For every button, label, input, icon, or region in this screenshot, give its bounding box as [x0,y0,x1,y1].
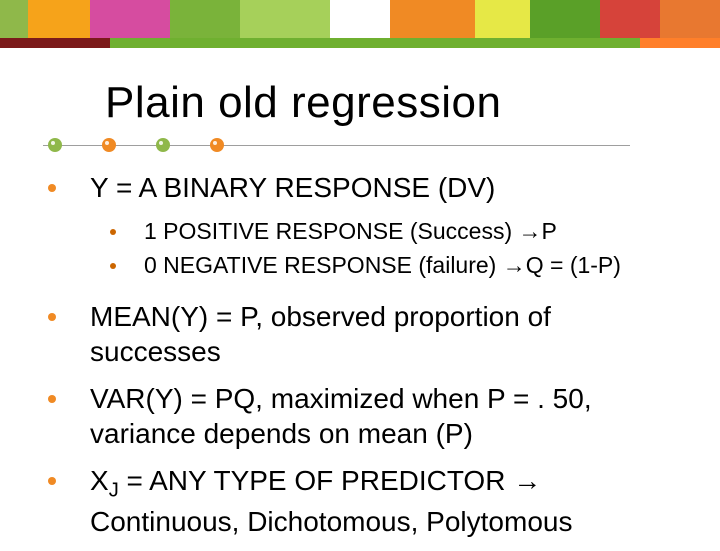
bullet-text: Y = A BINARY RESPONSE (DV) [90,170,495,205]
bullet-level2: 0 NEGATIVE RESPONSE (failure) →Q = (1-P) [40,251,680,281]
banner-seg [170,0,240,38]
slide-body: Y = A BINARY RESPONSE (DV) 1 POSITIVE RE… [40,170,680,551]
banner-seg [600,0,660,38]
bullet-level2: 1 POSITIVE RESPONSE (Success) →P [40,217,680,247]
underbar-seg [0,38,110,48]
bullet-icon [48,184,56,192]
bullet-text: 0 NEGATIVE RESPONSE (failure) →Q = (1-P) [144,251,621,281]
decorative-banner [0,0,720,38]
underbar-seg [110,38,640,48]
bullet-level1: MEAN(Y) = P, observed proportion of succ… [40,299,680,369]
dot-icon [48,138,62,152]
bullet-icon [48,477,56,485]
bullet-text: 1 POSITIVE RESPONSE (Success) →P [144,217,557,247]
dot-icon [102,138,116,152]
banner-seg [240,0,330,38]
banner-seg [330,0,390,38]
bullet-icon [48,395,56,403]
banner-seg [475,0,530,38]
banner-seg [530,0,600,38]
bullet-icon [48,313,56,321]
dot-icon [210,138,224,152]
bullet-level1: XJ = ANY TYPE OF PREDICTOR → Continuous,… [40,463,680,539]
dot-icon [156,138,170,152]
bullet-icon [110,263,116,269]
banner-seg [660,0,720,38]
bullet-text: VAR(Y) = PQ, maximized when P = . 50, va… [90,381,680,451]
banner-seg [0,0,28,38]
slide-title: Plain old regression [105,78,501,128]
decorative-underbar [0,38,720,48]
bullet-text: XJ = ANY TYPE OF PREDICTOR → Continuous,… [90,463,680,539]
banner-seg [90,0,170,38]
bullet-text: MEAN(Y) = P, observed proportion of succ… [90,299,680,369]
title-dots [48,138,224,152]
underbar-seg [640,38,720,48]
bullet-level1: VAR(Y) = PQ, maximized when P = . 50, va… [40,381,680,451]
bullet-level1: Y = A BINARY RESPONSE (DV) [40,170,680,205]
banner-seg [390,0,475,38]
banner-seg [28,0,90,38]
bullet-icon [110,229,116,235]
